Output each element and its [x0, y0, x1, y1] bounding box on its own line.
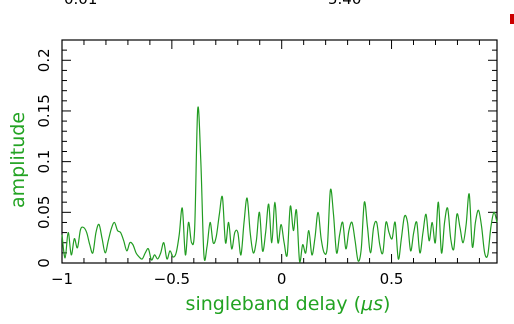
top-clipped-number-right: 5.40: [328, 0, 361, 8]
series-line: [61, 106, 498, 263]
x-axis-title-close: ): [383, 293, 390, 315]
y-tick-label: 0.2: [35, 48, 53, 72]
x-axis-title: singleband delay (μs): [186, 293, 391, 315]
x-tick-labels: −1 −0.5 0 0.5: [51, 270, 404, 288]
y-tick-label: 0: [35, 258, 53, 268]
x-axis-title-text: singleband delay (: [186, 293, 361, 315]
y-tick-label: 0.05: [35, 196, 53, 229]
top-right-clip-mark: [510, 14, 514, 24]
x-tick-label: 0: [277, 270, 287, 288]
y-tick-labels: 0 0.05 0.1 0.15 0.2: [35, 48, 53, 267]
y-tick-label: 0.15: [35, 94, 53, 127]
y-axis-title: amplitude: [7, 112, 29, 208]
x-axis-title-unit: μs: [360, 293, 383, 315]
x-tick-label: 0.5: [380, 270, 404, 288]
top-clipped-number-left: 0.01: [64, 0, 97, 8]
x-tick-label: −0.5: [154, 270, 190, 288]
x-tick-label: −1: [51, 270, 73, 288]
tick-marks: [61, 39, 497, 264]
plot-frame: [61, 39, 498, 264]
y-tick-label: 0.1: [35, 150, 53, 174]
